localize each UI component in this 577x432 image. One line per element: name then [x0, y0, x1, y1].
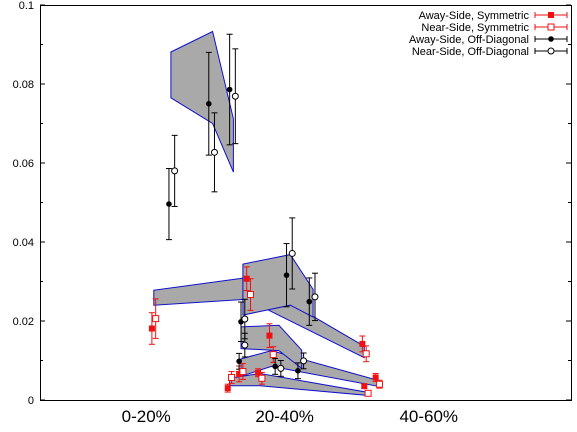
data-point-s0-p2: [359, 340, 366, 347]
plot-frame: [40, 5, 572, 401]
data-point-s2-p7: [272, 363, 278, 370]
data-point-s0-p7: [255, 369, 262, 376]
x-tick-label: 40-60%: [399, 407, 458, 426]
data-point-s2-p6: [236, 358, 242, 365]
data-point-s3-p4: [288, 249, 296, 257]
y-tick-label: 0.02: [13, 316, 34, 328]
data-point-s1-p6: [228, 373, 236, 381]
data-point-s3-p7: [277, 364, 285, 372]
data-point-s2-p8: [295, 367, 301, 374]
data-point-s1-p2: [362, 350, 370, 358]
y-axis: 0 0.02 0.04 0.06 0.08 0.1: [13, 0, 571, 407]
data-point-s2-p0: [166, 201, 172, 207]
legend-marker: [547, 23, 555, 31]
data-point-s2-p2: [226, 86, 233, 93]
data-point-s0-p6: [224, 385, 231, 392]
band-3: [170, 30, 234, 173]
legend-label: Away-Side, Off-Diagonal: [409, 34, 529, 46]
data-point-s0-p5: [372, 374, 379, 381]
data-point-s1-p7: [258, 374, 266, 382]
legend-label: Near-Side, Off-Diagonal: [412, 46, 529, 58]
data-point-s2-p1: [205, 100, 212, 107]
data-point-s3-p3: [241, 315, 249, 323]
bands-layer: [153, 30, 379, 396]
data-point-s1-p3: [239, 368, 247, 376]
points-layer: [148, 86, 383, 397]
data-point-s0-p0: [148, 325, 155, 332]
data-point-s0-p8: [361, 383, 368, 390]
data-point-s2-p5: [306, 298, 313, 305]
data-point-s3-p0: [171, 167, 179, 175]
y-tick-label: 0.1: [19, 0, 34, 12]
data-point-s3-p2: [231, 92, 239, 100]
y-tick-label: 0.08: [13, 79, 34, 91]
y-tick-label: 0: [28, 395, 34, 407]
data-point-s1-p5: [375, 380, 383, 388]
data-point-s3-p6: [241, 341, 249, 349]
x-tick-label: 0-20%: [122, 407, 171, 426]
x-tick-label: 20-40%: [255, 407, 314, 426]
data-point-s0-p1: [243, 275, 250, 282]
x-axis: 0-20% 20-40% 40-60%: [122, 407, 458, 426]
data-point-s1-p1: [247, 291, 255, 299]
legend-marker: [547, 47, 555, 55]
legend-marker: [548, 36, 554, 42]
legend-label: Away-Side, Symmetric: [419, 10, 530, 22]
data-point-s0-p4: [266, 332, 273, 339]
y-tick-label: 0.04: [13, 237, 34, 249]
legend-label: Near-Side, Symmetric: [421, 22, 529, 34]
data-point-s2-p4: [283, 272, 290, 278]
data-point-s3-p8: [300, 357, 308, 365]
y-tick-label: 0.06: [13, 158, 34, 170]
legend-marker: [548, 12, 554, 18]
data-point-s3-p5: [311, 293, 319, 301]
data-point-s0-p3: [236, 370, 243, 377]
data-point-s1-p0: [152, 315, 160, 323]
data-point-s1-p4: [269, 351, 277, 359]
data-point-s3-p1: [210, 148, 218, 156]
data-point-s1-p8: [364, 389, 372, 397]
band-4: [242, 254, 314, 318]
